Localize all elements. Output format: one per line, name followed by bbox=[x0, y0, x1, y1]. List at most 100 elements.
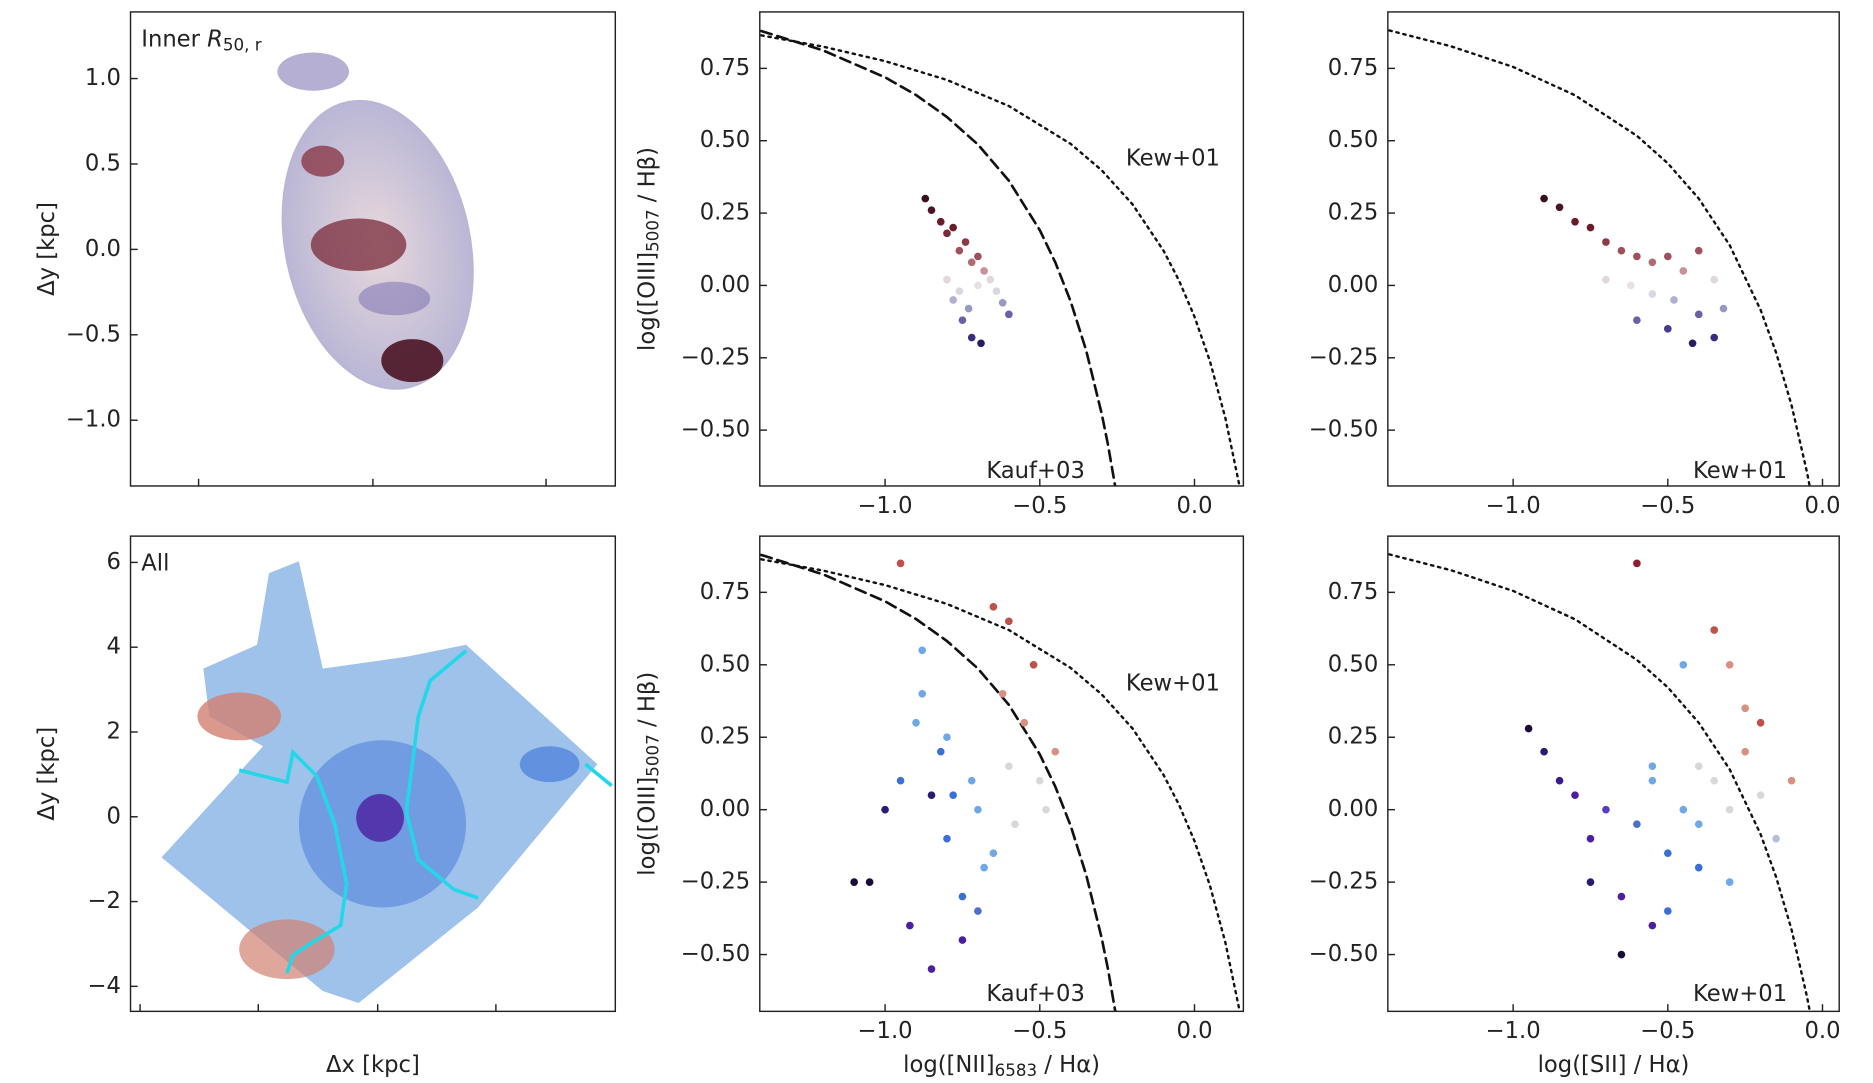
x-tick-label: 0.0 bbox=[1176, 1018, 1212, 1044]
label-text: log([SII] / Hα) bbox=[1538, 1052, 1690, 1078]
label-text: Inner bbox=[141, 26, 207, 52]
y-tick-label: −0.50 bbox=[681, 417, 750, 443]
x-tick-label: −0.5 bbox=[1012, 1018, 1067, 1044]
point bbox=[958, 936, 967, 944]
label-subscript: 50, r bbox=[223, 34, 262, 54]
point bbox=[1694, 310, 1703, 319]
y-tick-label: 1.0 bbox=[85, 65, 121, 91]
y-tick-label: 4 bbox=[107, 634, 121, 660]
y-tick-label: −0.50 bbox=[1309, 941, 1378, 967]
map-all bbox=[161, 561, 613, 1003]
point bbox=[1586, 878, 1595, 886]
point bbox=[1602, 238, 1610, 246]
y-tick-label: 0 bbox=[107, 803, 121, 829]
axis-label: log([OIII]5007 / Hβ) bbox=[634, 672, 662, 876]
point bbox=[1617, 892, 1626, 901]
y-tick-label: −0.25 bbox=[681, 869, 750, 895]
point bbox=[1648, 921, 1657, 930]
point bbox=[943, 229, 951, 238]
y-tick-label: 0.00 bbox=[700, 796, 750, 822]
frame bbox=[1387, 535, 1840, 1013]
point bbox=[989, 849, 998, 857]
axis-label: log([NII]6583 / Hα) bbox=[903, 1052, 1100, 1080]
point bbox=[1020, 718, 1029, 727]
point bbox=[1633, 559, 1641, 568]
point bbox=[1663, 325, 1672, 333]
y-tick-label: 0.50 bbox=[700, 651, 750, 677]
point bbox=[1725, 878, 1734, 886]
point bbox=[927, 206, 936, 215]
point bbox=[918, 646, 927, 655]
point bbox=[1051, 747, 1060, 756]
y-tick-label: −0.5 bbox=[66, 321, 121, 347]
plot-area bbox=[1388, 29, 1811, 486]
point bbox=[1663, 252, 1672, 261]
frame bbox=[129, 11, 617, 487]
y-tick-label: 0.50 bbox=[700, 127, 750, 153]
point bbox=[1540, 747, 1548, 756]
point bbox=[967, 333, 976, 342]
y-tick-label: 0.25 bbox=[1328, 724, 1378, 750]
frame bbox=[1387, 11, 1840, 487]
y-tick-label: −0.50 bbox=[1309, 417, 1378, 443]
x-tick-label: 0.0 bbox=[1804, 493, 1840, 519]
point bbox=[1648, 258, 1657, 267]
point bbox=[906, 921, 914, 930]
point bbox=[1663, 849, 1672, 857]
x-tick-label: −1.0 bbox=[1486, 1018, 1541, 1044]
point bbox=[943, 834, 951, 843]
point bbox=[974, 805, 982, 814]
point bbox=[1719, 304, 1728, 313]
point bbox=[1756, 791, 1765, 800]
y-tick-label: 0.75 bbox=[700, 55, 750, 81]
frame bbox=[759, 11, 1245, 487]
curve-label: Kew+01 bbox=[1693, 458, 1787, 484]
point bbox=[1694, 762, 1703, 771]
y-tick-label: −4 bbox=[88, 973, 121, 999]
point bbox=[949, 296, 957, 304]
label-tail: / Hβ) bbox=[634, 147, 660, 209]
point bbox=[1011, 820, 1019, 828]
y-tick-label: −0.50 bbox=[681, 941, 750, 967]
point bbox=[1741, 747, 1749, 756]
demarcation-curve bbox=[1388, 29, 1811, 486]
point bbox=[1741, 704, 1749, 713]
x-tick-label: 0.0 bbox=[1804, 1018, 1840, 1044]
y-tick-label: 0.50 bbox=[1328, 127, 1378, 153]
curve-label: Kew+01 bbox=[1126, 671, 1220, 697]
point bbox=[1756, 718, 1765, 727]
label-tail: / Hβ) bbox=[634, 672, 660, 734]
curve-label: Kew+01 bbox=[1126, 145, 1220, 171]
demarcation-curve bbox=[760, 553, 1117, 1012]
curve-label: Kauf+03 bbox=[986, 458, 1085, 484]
point bbox=[1042, 805, 1050, 814]
curve-label: Kauf+03 bbox=[986, 981, 1085, 1007]
point bbox=[918, 689, 927, 698]
label-text: Δy [kpc] bbox=[33, 202, 59, 296]
point bbox=[974, 907, 982, 915]
point bbox=[1725, 805, 1734, 814]
point bbox=[865, 878, 874, 886]
x-tick-label: 0.0 bbox=[1176, 493, 1212, 519]
point bbox=[1555, 203, 1564, 212]
point bbox=[943, 275, 951, 284]
point bbox=[1694, 820, 1703, 828]
plot-area bbox=[1388, 553, 1812, 1012]
point bbox=[921, 194, 930, 203]
point bbox=[1694, 863, 1703, 872]
point bbox=[1005, 310, 1013, 319]
point bbox=[1005, 762, 1013, 771]
label-text: Δy [kpc] bbox=[33, 727, 59, 821]
point bbox=[1555, 776, 1564, 785]
point bbox=[1710, 776, 1719, 785]
point bbox=[992, 287, 1001, 296]
point bbox=[949, 791, 957, 800]
frame bbox=[759, 535, 1245, 1013]
label-symbol: R bbox=[207, 26, 223, 52]
axis-label: Δx [kpc] bbox=[326, 1052, 420, 1078]
point bbox=[1725, 660, 1734, 669]
point bbox=[936, 217, 945, 226]
x-tick-label: −1.0 bbox=[858, 1018, 913, 1044]
point bbox=[1694, 246, 1703, 255]
